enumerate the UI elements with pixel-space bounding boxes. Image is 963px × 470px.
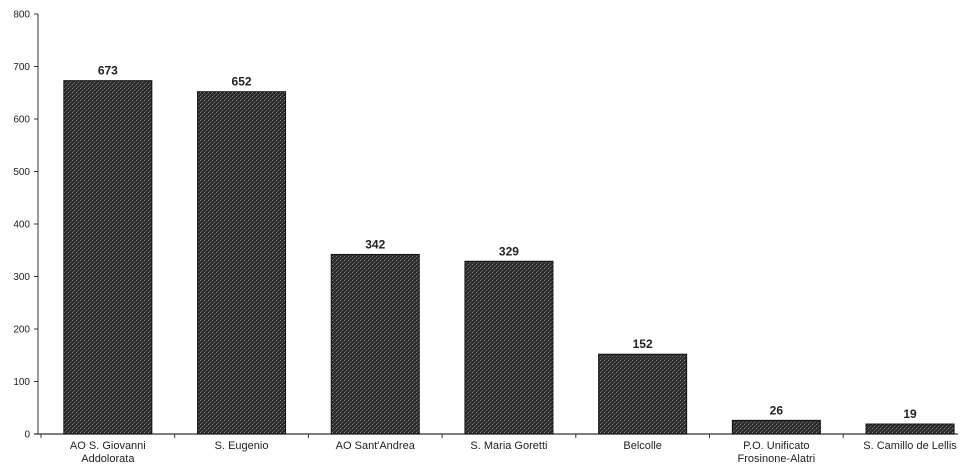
category-label-line: S. Eugenio bbox=[215, 440, 269, 452]
category-label: P.O. Unificato Frosinone-Alatri bbox=[738, 440, 816, 465]
y-tick-label: 200 bbox=[13, 325, 30, 336]
category-label-line: S. Maria Goretti bbox=[470, 440, 547, 452]
y-tick-label: 300 bbox=[13, 272, 30, 283]
category-label-line: P.O. Unificato bbox=[743, 440, 809, 452]
y-tick-label: 700 bbox=[13, 62, 30, 73]
bar bbox=[464, 260, 554, 435]
bar bbox=[330, 253, 420, 435]
category-label-line: AO Sant'Andrea bbox=[336, 440, 416, 452]
y-tick-label: 400 bbox=[13, 220, 30, 231]
category-labels: AO S. Giovanni Addolorata S. Eugenio AO San… bbox=[70, 440, 957, 465]
category-label-line: AO S. Giovanni bbox=[70, 440, 146, 452]
data-label: 152 bbox=[633, 337, 653, 351]
y-tick-label: 100 bbox=[13, 377, 30, 388]
y-tick-label: 800 bbox=[13, 10, 30, 21]
data-label: 342 bbox=[365, 237, 385, 251]
data-label: 652 bbox=[232, 75, 252, 89]
y-tick-label: 500 bbox=[13, 167, 30, 178]
bar bbox=[197, 91, 287, 435]
category-label: Belcolle bbox=[623, 440, 662, 452]
x-axis bbox=[34, 433, 958, 438]
bars bbox=[63, 80, 955, 435]
category-label-line: S. Camillo de Lellis bbox=[863, 440, 957, 452]
bar bbox=[63, 80, 153, 435]
data-label: 329 bbox=[499, 244, 519, 258]
y-axis: 0 100 200 300 400 500 600 700 800 bbox=[13, 10, 39, 441]
category-label: S. Maria Goretti bbox=[470, 440, 547, 452]
data-labels: 673 652 342 329 152 26 19 bbox=[98, 64, 917, 421]
data-label: 26 bbox=[770, 403, 784, 417]
category-label-line: Belcolle bbox=[623, 440, 662, 452]
category-label: AO S. Giovanni Addolorata bbox=[70, 440, 146, 465]
y-tick-label: 600 bbox=[13, 115, 30, 126]
category-label-line: Frosinone-Alatri bbox=[738, 453, 816, 465]
bar bbox=[731, 419, 821, 435]
bar bbox=[598, 353, 688, 435]
category-label: AO Sant'Andrea bbox=[336, 440, 416, 452]
category-label: S. Eugenio bbox=[215, 440, 269, 452]
y-tick-label: 0 bbox=[24, 430, 30, 441]
bar bbox=[865, 423, 955, 435]
data-label: 673 bbox=[98, 64, 118, 78]
category-label-line: Addolorata bbox=[81, 453, 135, 465]
data-label: 19 bbox=[903, 407, 917, 421]
category-label: S. Camillo de Lellis bbox=[863, 440, 957, 452]
